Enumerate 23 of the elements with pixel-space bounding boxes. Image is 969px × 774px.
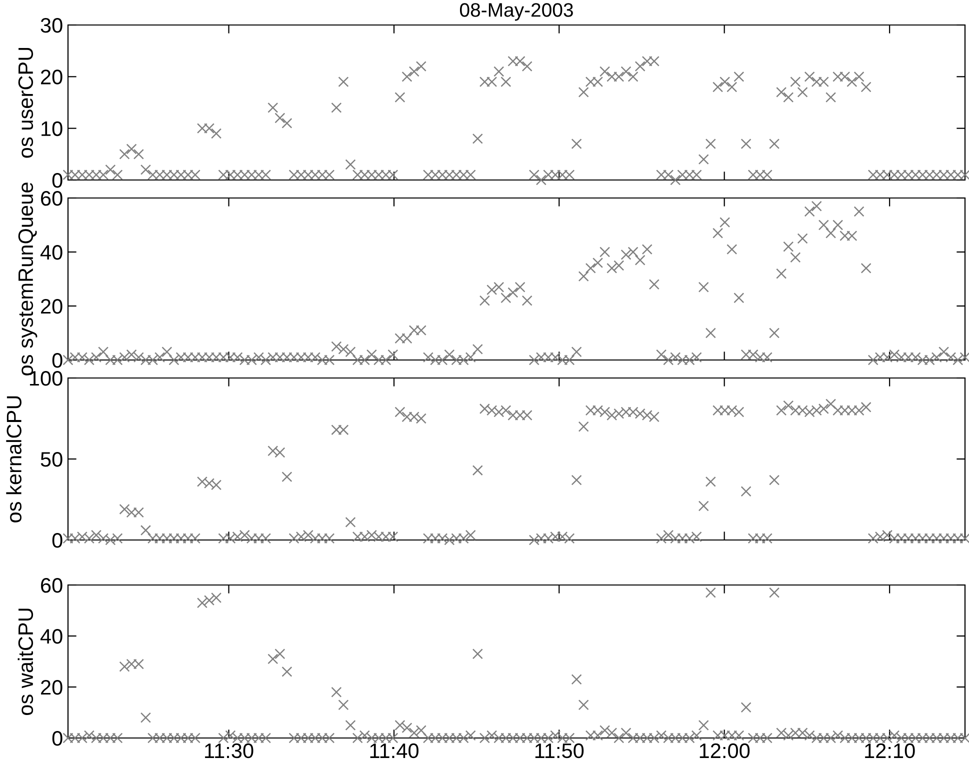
y-tick-label: 20 xyxy=(41,299,62,314)
y-tick-label: 0 xyxy=(52,731,62,746)
y-tick-label: 60 xyxy=(41,191,62,206)
chart-title: 08-May-2003 xyxy=(460,3,573,21)
y-tick-label: 30 xyxy=(40,18,62,33)
y-tick-label: 50 xyxy=(40,452,62,467)
x-tick-label: 12:10 xyxy=(865,743,915,758)
y-axis-title: os waitCPU xyxy=(18,608,34,716)
y-tick-label: 0 xyxy=(52,533,62,548)
x-tick-label: 11:50 xyxy=(535,743,584,758)
x-tick-label: 11:30 xyxy=(205,743,254,758)
y-tick-label: 10 xyxy=(42,121,62,136)
y-tick-label: 40 xyxy=(40,629,62,644)
y-tick-label: 40 xyxy=(40,245,62,260)
y-tick-label: 60 xyxy=(41,578,62,593)
x-tick-label: 11:40 xyxy=(370,743,418,758)
y-axis-title: os userCPU xyxy=(18,48,34,158)
y-tick-label: 0 xyxy=(52,353,62,368)
y-tick-label: 0 xyxy=(52,173,62,188)
x-tick-label: 12:00 xyxy=(700,743,750,758)
y-tick-label: 20 xyxy=(41,70,62,84)
y-axis-title: os kernalCPU xyxy=(6,396,22,522)
y-tick-label: 20 xyxy=(41,680,62,695)
